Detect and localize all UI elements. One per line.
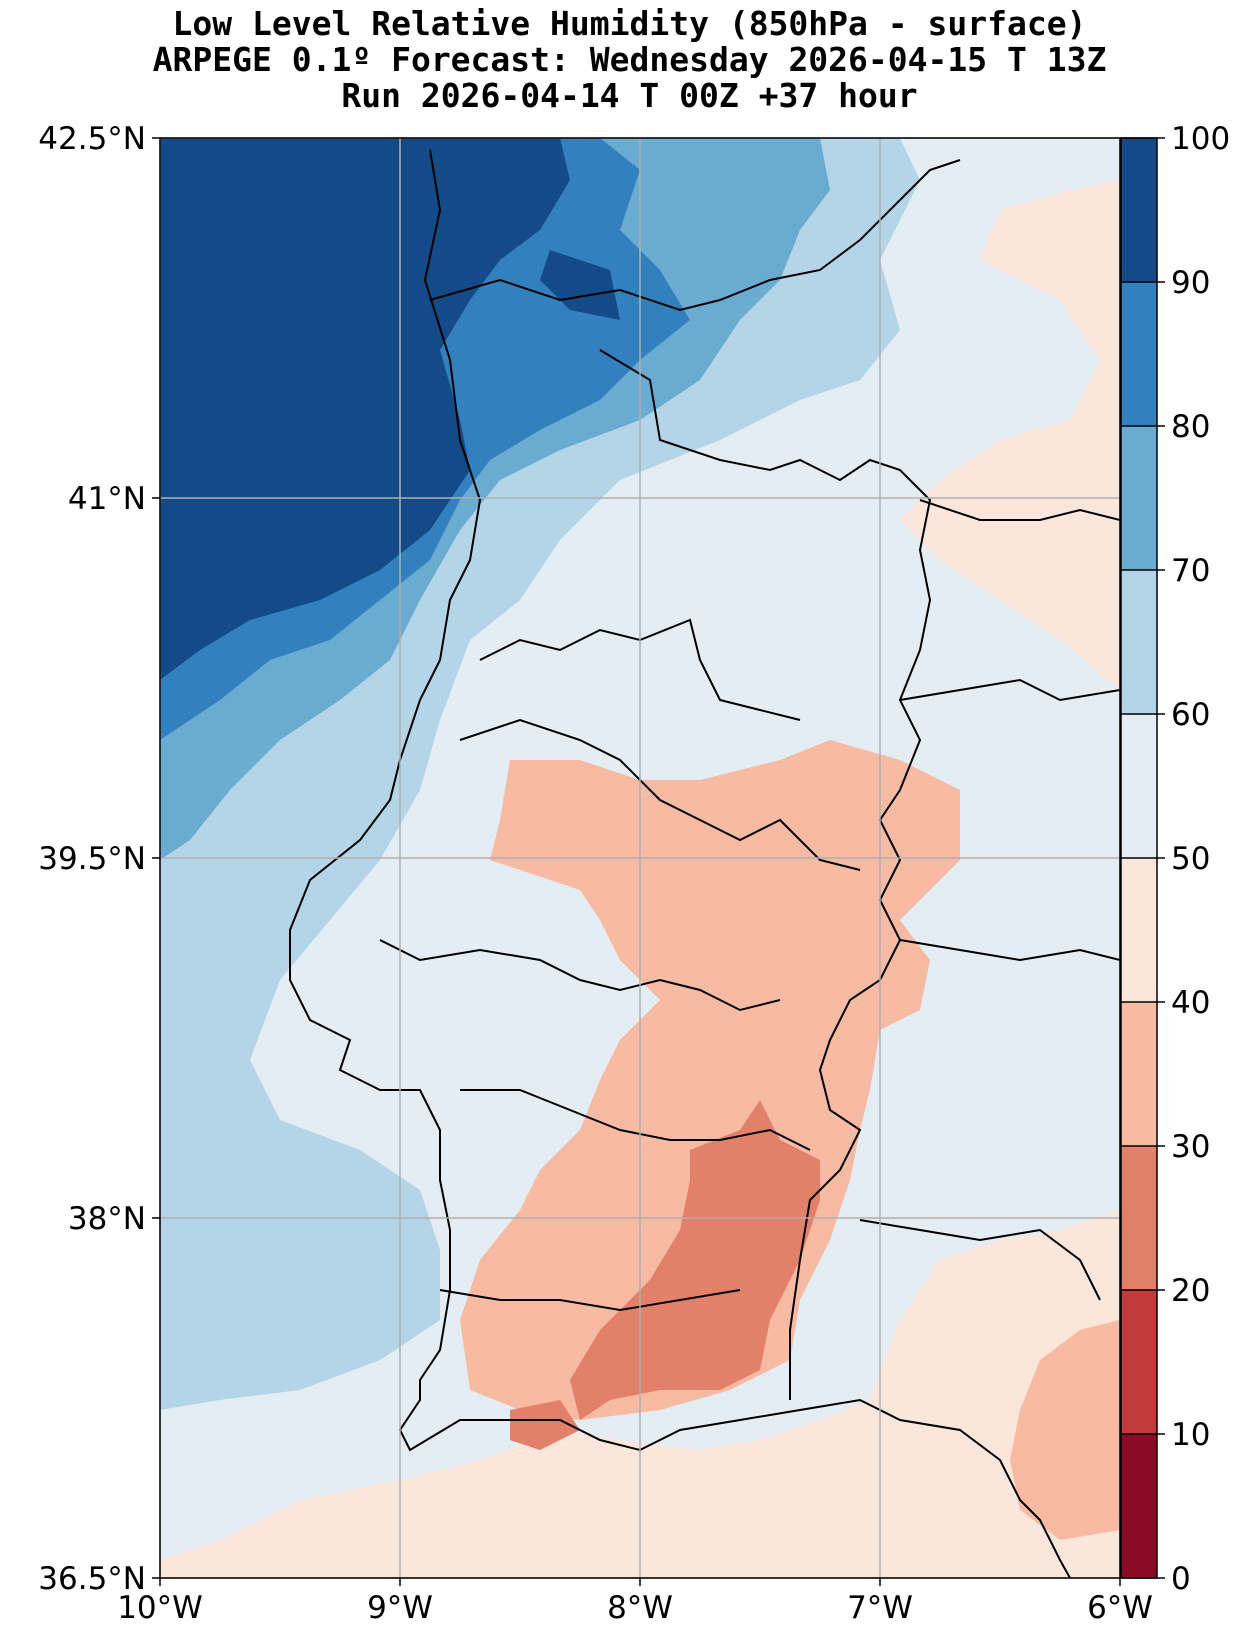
x-tick-label: 6°W — [1087, 1590, 1153, 1626]
colorbar-tick-label: 40 — [1171, 985, 1210, 1021]
district-line-2 — [459, 718, 861, 871]
colorbar-tick-label: 0 — [1171, 1561, 1191, 1597]
colorbar-tick-label: 60 — [1171, 697, 1210, 733]
x-tick-label: 9°W — [367, 1590, 433, 1626]
title-line-3: Run 2026-04-14 T 00Z +37 hour — [341, 76, 918, 115]
colorbar-segment — [1121, 858, 1157, 1002]
spain-province-line-3 — [899, 939, 1120, 962]
district-line-1 — [479, 618, 801, 721]
title-line-1: Low Level Relative Humidity (850hPa - su… — [172, 4, 1087, 43]
spain-province-line-2 — [899, 678, 1120, 702]
coastline — [289, 149, 1071, 1578]
colorbar-tick-label: 90 — [1171, 265, 1210, 301]
coastlines-borders — [289, 149, 1120, 1578]
colorbar-segment — [1121, 1146, 1157, 1290]
colorbar-segment — [1121, 1002, 1157, 1146]
colorbar-tick-label: 80 — [1171, 409, 1210, 445]
colorbar-tick-label: 20 — [1171, 1273, 1210, 1309]
colorbar-tick-label: 50 — [1171, 841, 1210, 877]
colorbar-tick-label: 70 — [1171, 553, 1210, 589]
rh-90-100 — [160, 138, 620, 680]
colorbar-tick-label: 100 — [1171, 121, 1230, 157]
axis-ticks: 10°W 9°W 8°W 7°W 6°W 42.5°N 41°N 39.5°N 38°N 36.5… — [38, 121, 1153, 1626]
y-tick-label: 38°N — [68, 1201, 146, 1237]
district-line-5 — [439, 1289, 741, 1312]
colorbar-segment — [1121, 570, 1157, 714]
colorbar-segment — [1121, 1434, 1157, 1578]
spain-province-line-4 — [859, 1219, 1101, 1301]
y-tick-label: 39.5°N — [38, 841, 146, 877]
x-tick-label: 7°W — [847, 1590, 913, 1626]
rh-20-30-core — [510, 1100, 820, 1450]
rh-30-40-interior — [460, 740, 960, 1420]
chart-title: Low Level Relative Humidity (850hPa - su… — [0, 6, 1259, 114]
title-line-2: ARPEGE 0.1º Forecast: Wednesday 2026-04-… — [152, 40, 1107, 79]
district-line-4 — [460, 1089, 811, 1151]
spain-province-line-1 — [919, 499, 1120, 521]
colorbar-segment — [1121, 714, 1157, 858]
x-tick-label: 10°W — [117, 1590, 203, 1626]
colorbar-segment — [1121, 138, 1157, 282]
colorbar-segment — [1121, 282, 1157, 426]
y-tick-label: 41°N — [68, 481, 146, 517]
district-line-3 — [379, 939, 781, 1012]
border-spain-portugal — [599, 349, 932, 1400]
colorbar-tick-label: 10 — [1171, 1417, 1210, 1453]
colorbar: 0 10 20 30 40 50 60 70 80 90 100 — [1120, 121, 1230, 1597]
y-tick-label: 42.5°N — [38, 121, 146, 157]
x-tick-label: 8°W — [607, 1590, 673, 1626]
colorbar-segment — [1121, 1290, 1157, 1434]
y-tick-label: 36.5°N — [38, 1561, 146, 1597]
rh-30-40-southeast — [1010, 1320, 1120, 1540]
colorbar-segment — [1121, 426, 1157, 570]
border-north — [429, 159, 961, 312]
colorbar-tick-label: 30 — [1171, 1129, 1210, 1165]
